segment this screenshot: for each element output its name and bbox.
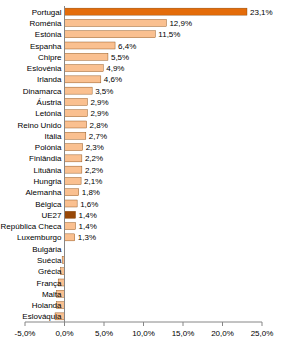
data-label: 12,9%: [169, 19, 192, 28]
data-label: 2,9%: [90, 98, 108, 107]
x-tick-label: 25,0%: [251, 329, 274, 338]
bar: [65, 234, 75, 241]
category-label: França: [37, 279, 62, 288]
bar: [65, 42, 116, 49]
data-label: 11,5%: [158, 30, 180, 39]
category-label: Reino Unido: [17, 121, 62, 130]
x-tick: [143, 322, 144, 326]
bar: [65, 8, 247, 15]
bar: [65, 53, 108, 60]
bar: [65, 76, 101, 83]
data-label: 6,4%: [118, 42, 136, 51]
bar: [65, 31, 156, 38]
x-tick-label: 0,0%: [55, 329, 73, 338]
category-label: Finlândia: [29, 154, 62, 163]
bar: [65, 144, 83, 151]
category-label: Holanda: [32, 301, 62, 310]
category-label: Dinamarca: [23, 87, 62, 96]
category-label: Lituânia: [33, 166, 62, 175]
data-label: 1,3%: [78, 233, 96, 242]
category-label: Bélgica: [35, 200, 62, 209]
data-label: 23,1%: [250, 8, 273, 17]
data-label: 2,3%: [86, 143, 104, 152]
category-label: Malta: [42, 290, 62, 299]
category-label: Bulgária: [32, 245, 62, 254]
data-label: 3,5%: [95, 87, 113, 96]
bar: [65, 211, 76, 218]
category-label: Portugal: [32, 8, 62, 17]
data-label: 1,6%: [80, 200, 98, 209]
data-label: 1,8%: [82, 188, 100, 197]
bar: [65, 19, 167, 26]
x-tick: [25, 322, 26, 326]
x-tick-label: -5,0%: [15, 329, 36, 338]
data-label: 4,9%: [106, 64, 124, 73]
bar: [65, 110, 88, 117]
x-tick: [64, 322, 65, 326]
x-tick: [104, 322, 105, 326]
category-label: Alemanha: [25, 188, 62, 197]
bar: [65, 87, 93, 94]
category-label: Polónia: [35, 143, 62, 152]
x-tick-label: 15,0%: [172, 329, 195, 338]
bar: [65, 98, 88, 105]
x-tick: [183, 322, 184, 326]
bars: [55, 8, 247, 320]
x-tick-label: 20,0%: [211, 329, 234, 338]
chart: -5,0% 0,0% 5,0% 10,0% 15,0% 20,0% 25,0% Portuga…: [0, 0, 281, 350]
bar: [65, 223, 76, 230]
category-label: Itália: [45, 132, 62, 141]
data-label: 4,6%: [104, 75, 122, 84]
data-label: 2,2%: [85, 166, 103, 175]
category-label: Espanha: [30, 42, 62, 51]
bar: [65, 189, 79, 196]
x-tick: [222, 322, 223, 326]
data-label: 2,1%: [84, 177, 102, 186]
bar: [65, 155, 82, 162]
data-label: 2,2%: [85, 154, 103, 163]
category-label: Letónia: [35, 109, 62, 118]
category-label: Chipre: [38, 53, 62, 62]
category-label: Hungria: [33, 177, 62, 186]
category-label: Grécia: [38, 267, 62, 276]
category-label: Suécia: [37, 256, 62, 265]
category-label: Eslovénia: [27, 64, 62, 73]
x-tick-label: 5,0%: [95, 329, 113, 338]
category-label: Roménia: [29, 19, 62, 28]
category-label: Estónia: [35, 30, 62, 39]
bar: [65, 132, 86, 139]
y-axis: [64, 6, 65, 322]
category-label: Luxemburgo: [17, 233, 62, 242]
data-label: 2,7%: [89, 132, 107, 141]
bar: [65, 166, 82, 173]
bar: [65, 177, 82, 184]
bar: [65, 200, 78, 207]
data-label: 2,8%: [90, 121, 108, 130]
category-label: Eslováquia: [22, 312, 62, 321]
category-label: Irlanda: [37, 75, 62, 84]
x-tick: [262, 322, 263, 326]
bar: [65, 65, 104, 72]
category-label: Áustria: [37, 98, 62, 107]
data-label: 1,4%: [79, 211, 97, 220]
category-label: UE27: [41, 211, 62, 220]
category-label: República Checa: [1, 222, 62, 231]
data-label: 2,9%: [90, 109, 108, 118]
data-label: 5,5%: [111, 53, 129, 62]
bar: [65, 121, 87, 128]
x-tick-label: 10,0%: [132, 329, 155, 338]
data-label: 1,4%: [79, 222, 97, 231]
